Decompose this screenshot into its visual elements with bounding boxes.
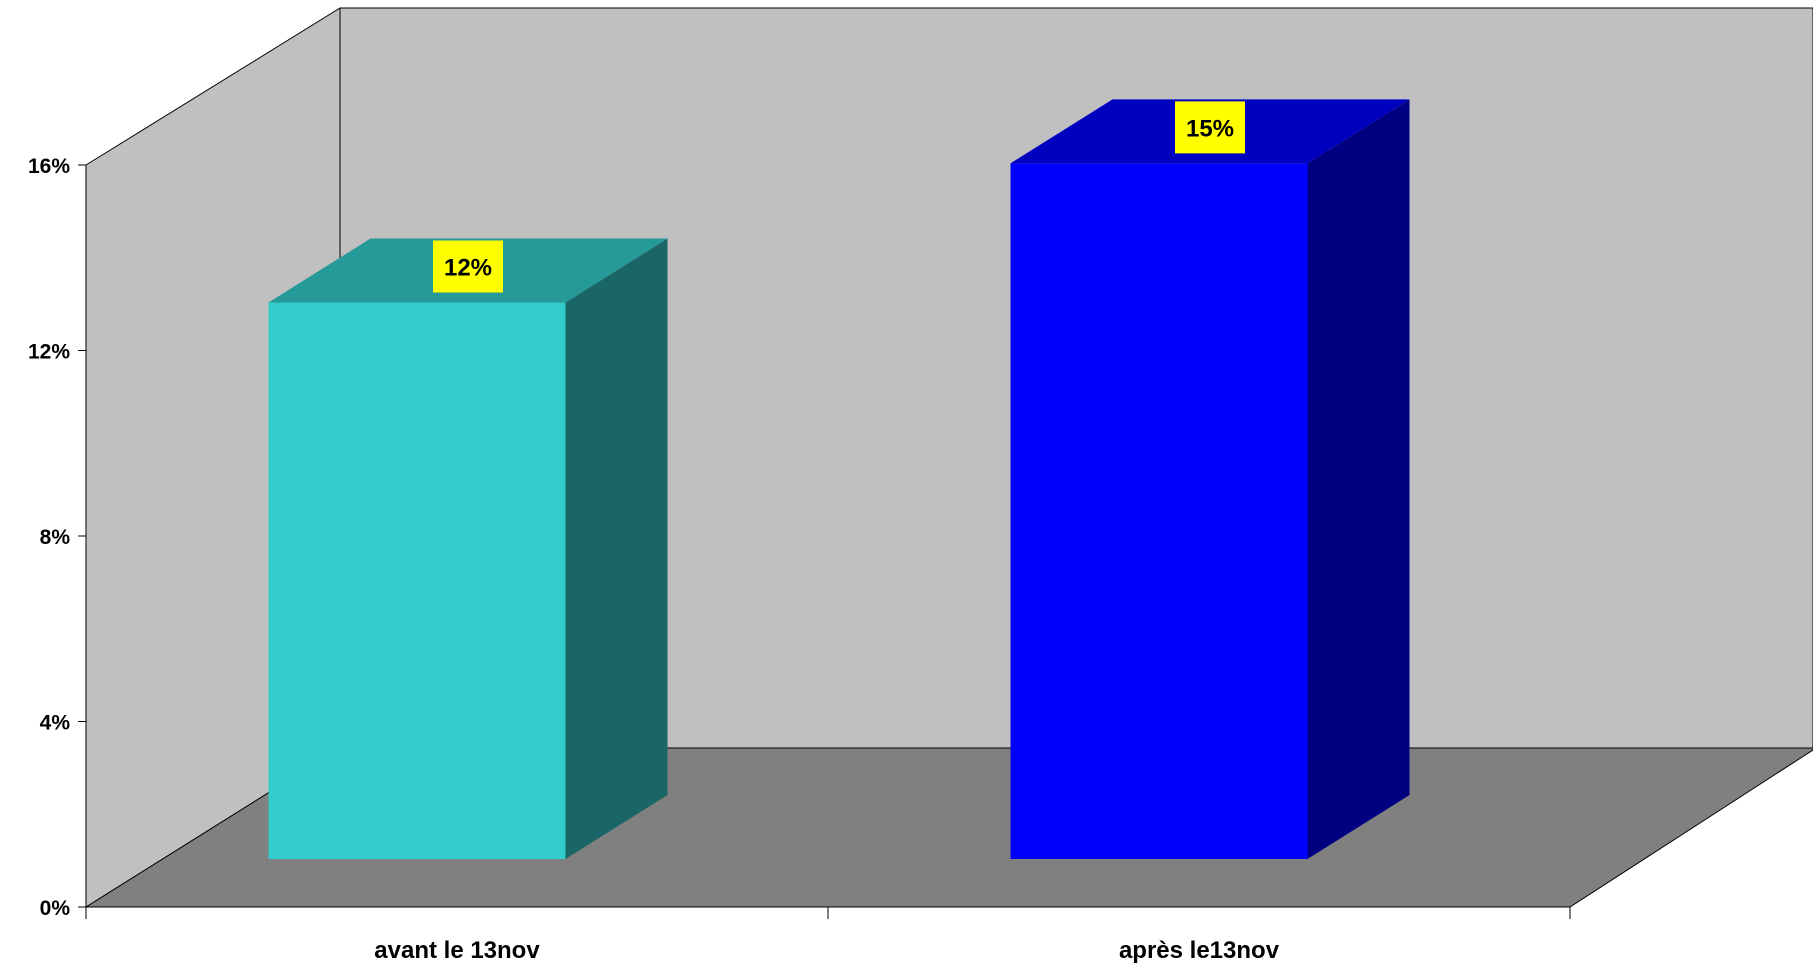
data-label-text: 12% [444, 255, 492, 282]
data-label-text: 15% [1186, 115, 1234, 142]
y-tick-label: 4% [40, 712, 71, 735]
y-axis-ticks: 0% 4% 8% 12% 16% [28, 155, 86, 920]
y-tick-label: 0% [40, 897, 71, 920]
y-tick-label: 12% [28, 341, 70, 364]
x-axis-ticks: avant le 13nov après le13nov [86, 907, 1570, 964]
x-tick-label: après le13nov [1119, 937, 1280, 964]
bar [269, 303, 566, 860]
data-label: 15% [1175, 101, 1245, 153]
y-tick-label: 16% [28, 155, 70, 178]
data-label: 12% [433, 241, 503, 293]
bar-side [566, 239, 668, 860]
bar-side [1308, 99, 1410, 859]
x-tick-label: avant le 13nov [374, 937, 540, 964]
y-tick-label: 8% [40, 526, 71, 549]
bar [1011, 163, 1308, 859]
